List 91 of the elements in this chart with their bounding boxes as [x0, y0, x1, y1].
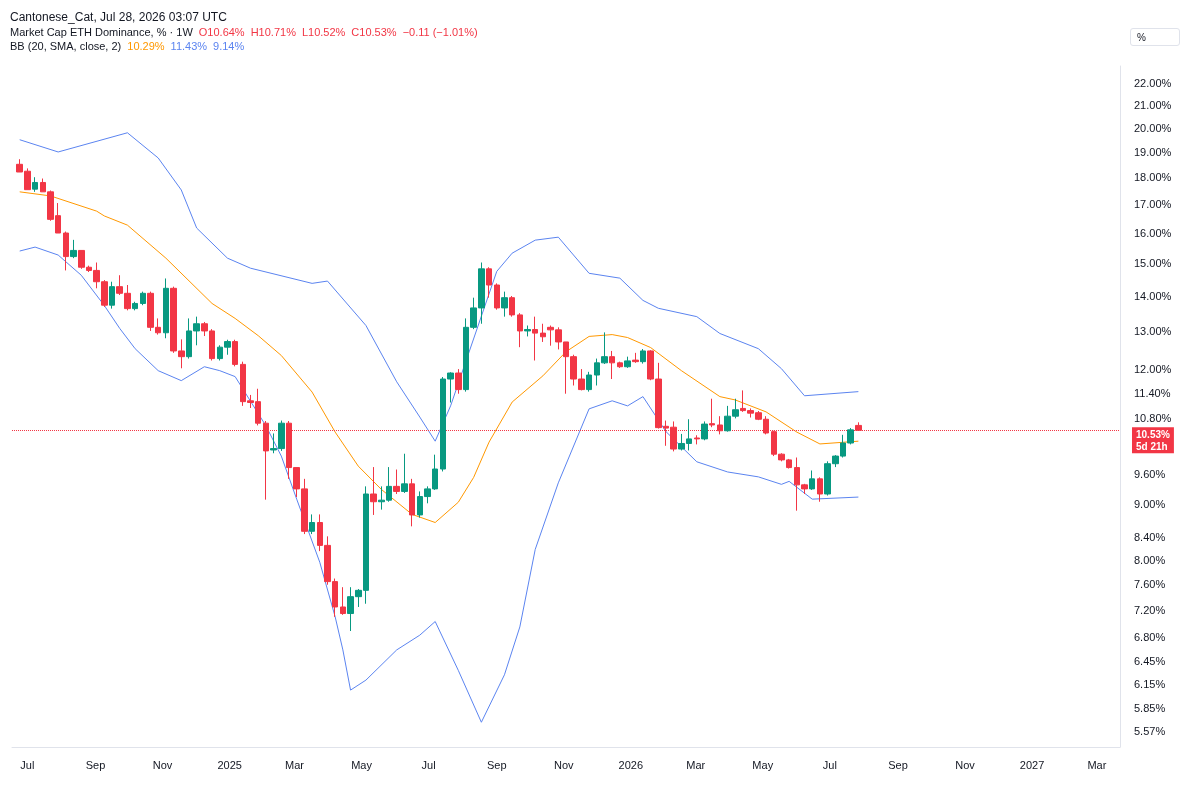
candlestick — [63, 231, 69, 271]
candlestick — [632, 352, 639, 364]
x-tick-label: Mar — [686, 758, 706, 771]
x-tick-label: 2026 — [618, 758, 644, 771]
candlestick — [501, 291, 508, 318]
y-tick-label: 20.00% — [1134, 121, 1172, 134]
candlestick — [409, 478, 415, 527]
candlestick — [509, 295, 515, 318]
x-tick-label: May — [752, 758, 774, 771]
candlestick — [32, 176, 38, 193]
candlestick — [624, 356, 631, 369]
line-series — [19, 132, 859, 442]
line-series — [19, 191, 859, 524]
y-tick-label: 8.00% — [1134, 553, 1166, 566]
candlestick — [370, 466, 377, 516]
candlestick — [609, 350, 615, 380]
text: C10.53% — [351, 26, 397, 38]
y-tick-label: 22.00% — [1134, 76, 1172, 89]
candlestick — [709, 398, 715, 428]
text: BB (20, SMA, close, 2) — [10, 40, 122, 52]
y-tick-label: 9.60% — [1134, 467, 1166, 480]
candlestick — [455, 368, 462, 395]
chart-title: Market Cap ETH Dominance, % · 1W — [10, 26, 193, 38]
candlestick — [809, 469, 815, 491]
y-tick-label: 10.80% — [1134, 412, 1172, 425]
text: % — [1130, 28, 1180, 46]
text: Cantonese_Cat, Jul 28, 2026 03:07 UTC — [10, 10, 227, 24]
y-tick-label: 6.45% — [1134, 655, 1166, 668]
y-tick-label: 19.00% — [1134, 145, 1172, 158]
candlestick — [109, 281, 115, 310]
candlestick — [586, 371, 592, 393]
candlestick — [817, 476, 823, 503]
candlestick — [340, 586, 346, 616]
x-tick-label: Mar — [285, 758, 305, 771]
x-tick-label: Sep — [85, 758, 106, 771]
x-tick-label: 2027 — [1019, 758, 1045, 771]
x-tick-label: Mar — [1087, 758, 1107, 771]
y-tick-label: 12.00% — [1134, 362, 1172, 375]
y-tick-label: 16.00% — [1134, 227, 1172, 240]
line-series — [19, 246, 859, 723]
candlestick — [486, 266, 492, 299]
candlestick — [163, 277, 169, 339]
y-tick-label: 5.85% — [1134, 701, 1166, 714]
y-tick-label: 13.00% — [1134, 324, 1172, 337]
y-tick-label: 7.60% — [1134, 578, 1166, 591]
ref-line-label: 10.53% 5d 21h — [1136, 428, 1171, 452]
candlestick — [494, 282, 500, 311]
x-tick-label: Jul — [20, 758, 35, 771]
candlestick — [617, 361, 623, 369]
text: 11.43% — [170, 40, 208, 52]
y-tick-label: 6.80% — [1134, 630, 1166, 643]
text: H10.71% — [250, 26, 296, 38]
candlestick — [393, 469, 400, 495]
x-tick-label: Sep — [888, 758, 908, 771]
y-tick-label: 15.00% — [1134, 257, 1172, 270]
y-tick-label: 9.00% — [1134, 498, 1166, 511]
candlestick — [532, 316, 538, 362]
y-tick-label: 21.00% — [1134, 98, 1172, 111]
x-tick-label: Nov — [955, 758, 976, 771]
x-tick-label: Nov — [554, 758, 575, 771]
y-tick-label: 11.40% — [1134, 386, 1171, 399]
candlestick — [70, 239, 77, 259]
text: 9.14% — [213, 40, 245, 52]
candlestick — [132, 301, 138, 311]
candlestick — [694, 434, 700, 445]
y-tick-label: 7.20% — [1134, 603, 1166, 616]
text: 10.29% — [127, 40, 165, 52]
y-tick-label: 18.00% — [1134, 171, 1172, 184]
candlestick — [309, 513, 315, 535]
text: L10.52% — [301, 26, 346, 38]
candlestick — [540, 323, 546, 343]
y-tick-label: 8.40% — [1134, 530, 1166, 543]
candlestick — [232, 339, 238, 367]
text: −0.11 (−1.01%) — [402, 26, 478, 38]
candlestick — [140, 291, 146, 306]
y-tick-label: 5.57% — [1134, 724, 1166, 737]
candlestick — [401, 453, 408, 494]
x-tick-label: Nov — [152, 758, 173, 771]
y-tick-label: 14.00% — [1134, 289, 1172, 302]
x-tick-label: Sep — [486, 758, 507, 771]
candlestick — [701, 420, 708, 441]
x-tick-label: Jul — [822, 758, 837, 771]
y-tick-label: 6.15% — [1134, 677, 1166, 690]
candlestick — [524, 325, 531, 337]
candlestick — [517, 312, 523, 348]
x-tick-label: 2025 — [217, 758, 242, 771]
candlestick — [640, 348, 646, 365]
x-tick-label: Jul — [421, 758, 436, 771]
y-tick-label: 17.00% — [1134, 198, 1172, 211]
text: O10.64% — [198, 26, 245, 38]
x-tick-label: May — [351, 758, 373, 771]
